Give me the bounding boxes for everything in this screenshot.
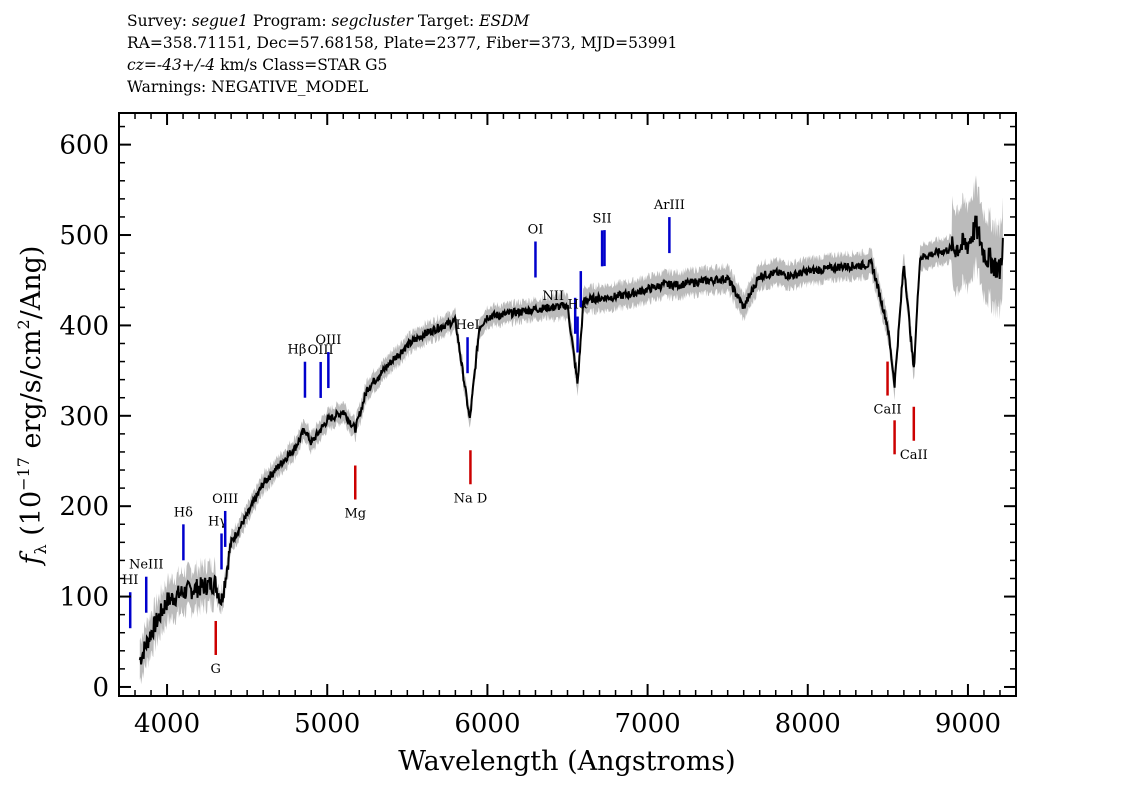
spectrum-chart: HINeIIIHδHγOIIIHβ OIIIOIIIHeIOINIIHαSIIAr… xyxy=(0,0,1134,810)
x-tick-label: 5000 xyxy=(294,709,360,739)
line-marker-label: OI xyxy=(528,223,544,238)
x-axis-title: Wavelength (Angstroms) xyxy=(398,746,735,777)
line-marker-label: Mg xyxy=(344,507,366,522)
y-tick-label: 100 xyxy=(59,583,109,613)
line-marker-label: SII xyxy=(593,211,612,226)
line-marker-label: G xyxy=(211,662,221,677)
y-tick-label: 600 xyxy=(59,131,109,161)
line-marker-label: OIII xyxy=(315,333,341,348)
line-marker-label: HI xyxy=(122,573,138,588)
error-band-layer xyxy=(140,175,1003,684)
line-marker-label: Hβ xyxy=(288,343,307,358)
x-tick-label: 6000 xyxy=(454,709,520,739)
line-marker-label: NII xyxy=(542,289,564,304)
y-tick-label: 0 xyxy=(92,673,109,703)
error-band xyxy=(140,175,1003,684)
line-marker-label: Na D xyxy=(454,491,488,506)
x-tick-label: 4000 xyxy=(134,709,200,739)
y-tick-label: 200 xyxy=(59,492,109,522)
x-tick-label: 7000 xyxy=(615,709,681,739)
line-marker-label: Hα xyxy=(568,298,588,313)
line-marker-label: CaII xyxy=(874,403,902,418)
y-tick-label: 500 xyxy=(59,221,109,251)
y-tick-label: 300 xyxy=(59,402,109,432)
x-tick-label: 9000 xyxy=(935,709,1001,739)
line-marker-label: Hδ xyxy=(174,505,193,520)
line-marker-label: NeIII xyxy=(129,558,163,573)
tick-layer: 4000 5000 6000 7000 8000 9000 0 100 200 300 400 500… xyxy=(59,113,1016,739)
line-marker-label: CaII xyxy=(900,448,928,463)
flux-line xyxy=(140,216,1003,665)
line-marker-label: HeI xyxy=(455,318,479,333)
x-tick-label: 8000 xyxy=(775,709,841,739)
line-marker-label: OIII xyxy=(212,492,238,507)
y-axis-title: fλ (10−17 erg/s/cm2/Ang) xyxy=(14,246,50,567)
series-layer xyxy=(140,216,1003,665)
y-tick-label: 400 xyxy=(59,311,109,341)
line-marker-label: ArIII xyxy=(653,198,685,213)
